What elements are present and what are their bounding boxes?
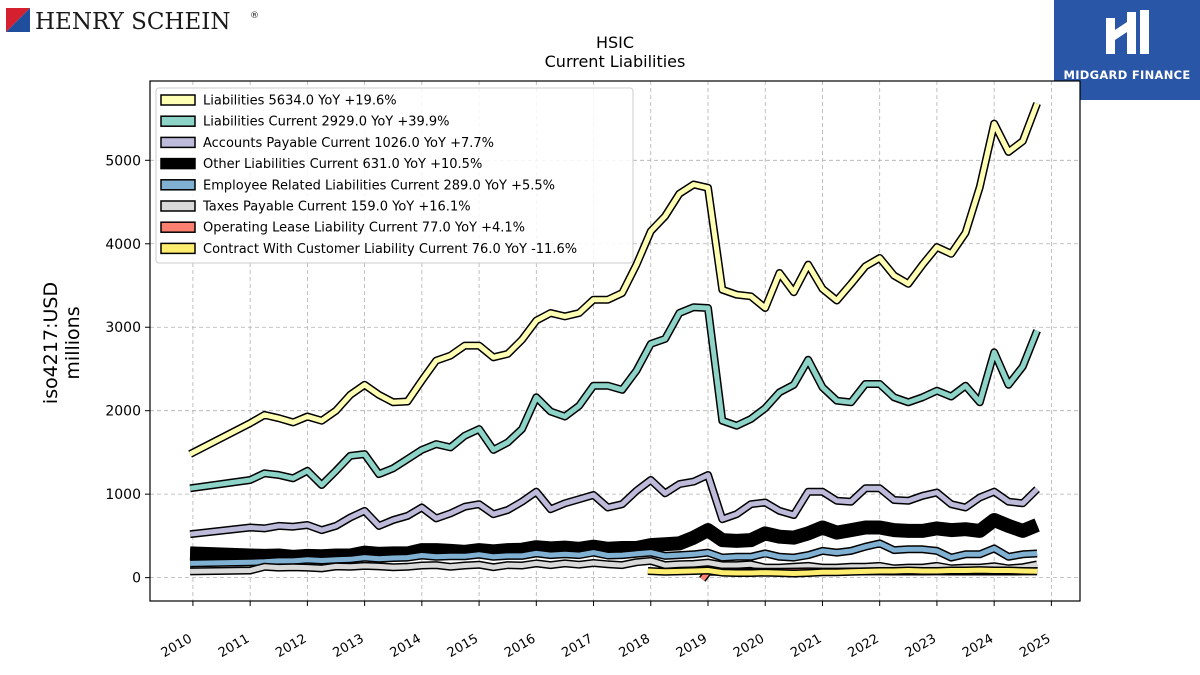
partner-logo-icon [1106, 10, 1149, 54]
legend-swatch-liabilities-current [160, 115, 196, 127]
series-line-employee-related-liabilities-current [190, 540, 1038, 566]
x-tick-label: 2025 [1017, 631, 1053, 661]
legend-label-liabilities-current: Liabilities Current 2929.0 YoY +39.9% [203, 115, 450, 130]
y-axis: 0 1000 2000 3000 4000 5000 [105, 153, 150, 587]
series-line-liabilities [188, 102, 1040, 457]
logo-blue-triangle [6, 8, 30, 32]
brand-logo-mark: HENRY SCHEIN ® [6, 8, 259, 35]
legend-label-operating-lease-liability-current: Operating Lease Liability Current 77.0 Y… [203, 221, 525, 236]
partner-name: MIDGARD FINANCE [1063, 68, 1191, 82]
chart-title: HSIC [596, 33, 634, 52]
legend-label-liabilities: Liabilities 5634.0 YoY +19.6% [203, 94, 397, 109]
legend-swatch-taxes-payable-current [160, 200, 196, 212]
brand-logo-text: HENRY SCHEIN [35, 9, 231, 35]
brand-logo: HENRY SCHEIN ® [4, 4, 274, 36]
legend-label-employee-related-liabilities-current: Employee Related Liabilities Current 289… [203, 178, 555, 193]
chart-subtitle: Current Liabilities [545, 52, 686, 71]
y-axis-label: iso4217:USD millions [40, 282, 84, 404]
y-axis-label-line2: millions [62, 306, 84, 379]
series-line-accounts-payable-current [189, 472, 1039, 537]
brand-logo-registered: ® [250, 11, 259, 21]
x-tick-label: 2021 [788, 631, 824, 661]
y-tick-label: 1000 [105, 487, 141, 503]
legend-swatch-liabilities [160, 94, 196, 106]
legend-swatch-accounts-payable-current [160, 136, 196, 149]
x-tick-label: 2010 [159, 631, 195, 661]
legend-swatch-operating-lease-liability-current [160, 221, 196, 233]
series-line-liabilities-current [189, 304, 1040, 491]
x-tick-label: 2018 [617, 631, 653, 661]
legend-label-other-liabilities-current: Other Liabilities Current 631.0 YoY +10.… [203, 157, 482, 172]
y-tick-label: 2000 [105, 404, 141, 420]
legend-box [155, 87, 634, 264]
x-tick-label: 2014 [388, 631, 424, 661]
legend-swatch-contract-with-customer-liability-current [160, 242, 196, 255]
x-tick-label: 2019 [674, 631, 710, 661]
y-tick-label: 4000 [105, 237, 141, 253]
legend-label-accounts-payable-current: Accounts Payable Current 1026.0 YoY +7.7… [203, 136, 494, 151]
y-tick-label: 3000 [105, 320, 141, 336]
y-tick-label: 0 [132, 571, 141, 587]
legend-label-contract-with-customer-liability-current: Contract With Customer Liability Current… [203, 242, 577, 257]
legend-swatch-employee-related-liabilities-current [160, 179, 196, 191]
plot-frame [149, 80, 1081, 602]
x-tick-label: 2015 [445, 631, 481, 661]
x-tick-label: 2016 [502, 631, 538, 661]
legend-label-taxes-payable-current: Taxes Payable Current 159.0 YoY +16.1% [202, 200, 471, 215]
x-tick-label: 2017 [559, 631, 595, 661]
x-axis: 2010 2011 2012 2013 2014 2015 2016 2017 2018 2019… [159, 601, 1053, 661]
x-tick-label: 2023 [903, 631, 939, 661]
y-tick-label: 5000 [105, 153, 141, 169]
x-tick-label: 2012 [273, 631, 309, 661]
y-axis-label-line1: iso4217:USD [40, 282, 62, 404]
series-line-other-liabilities-current [189, 514, 1040, 563]
x-tick-label: 2020 [731, 631, 767, 661]
x-tick-label: 2011 [216, 631, 252, 661]
x-tick-label: 2024 [960, 631, 996, 661]
legend: Liabilities 5634.0 YoY +19.6% Liabilities… [155, 87, 634, 264]
x-tick-label: 2022 [846, 631, 882, 661]
legend-swatch-other-liabilities-current [160, 157, 196, 170]
x-tick-label: 2013 [330, 631, 366, 661]
series-layer [188, 102, 1041, 582]
series-line-contract-with-customer-liability-current [647, 567, 1038, 576]
